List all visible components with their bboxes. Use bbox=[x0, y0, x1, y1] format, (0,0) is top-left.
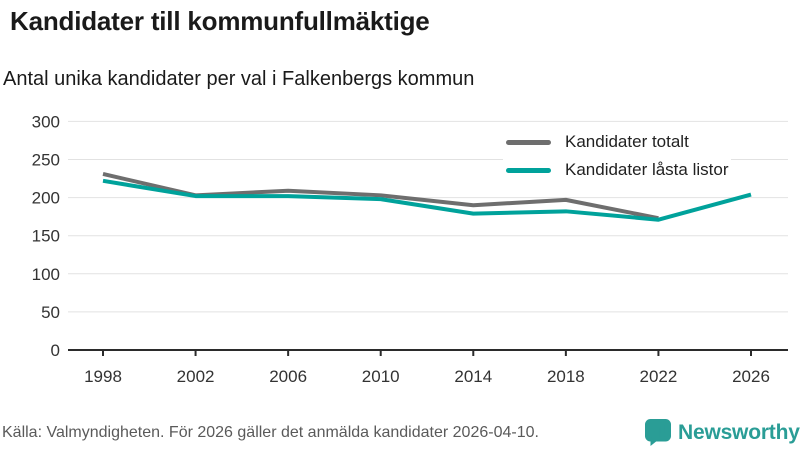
y-tick-label: 0 bbox=[51, 341, 60, 360]
y-tick-label: 150 bbox=[32, 227, 60, 246]
x-tick-label: 2010 bbox=[362, 367, 400, 386]
chart-subtitle: Antal unika kandidater per val i Falkenb… bbox=[3, 68, 475, 90]
y-tick-label: 300 bbox=[32, 112, 60, 131]
x-tick-label: 2026 bbox=[732, 367, 770, 386]
y-tick-label: 200 bbox=[32, 189, 60, 208]
legend-item-totalt: Kandidater totalt bbox=[506, 128, 728, 156]
newsworthy-wordmark: Newsworthy bbox=[678, 420, 800, 444]
legend-label-totalt: Kandidater totalt bbox=[565, 132, 689, 151]
x-tick-label: 2014 bbox=[454, 367, 492, 386]
y-tick-label: 50 bbox=[41, 303, 60, 322]
chart-title: Kandidater till kommunfullmäktige bbox=[10, 6, 430, 36]
x-tick-label: 2002 bbox=[177, 367, 215, 386]
x-tick-label: 2018 bbox=[547, 367, 585, 386]
bar-chart-speech-bubble-icon bbox=[645, 419, 671, 446]
legend-swatch-lasta-listor bbox=[506, 167, 551, 173]
newsworthy-logo: Newsworthy bbox=[644, 418, 800, 447]
series-line-1 bbox=[102, 178, 752, 222]
source-note: Källa: Valmyndigheten. För 2026 gäller d… bbox=[2, 424, 539, 441]
chart-legend: Kandidater totalt Kandidater låsta listo… bbox=[503, 127, 732, 185]
x-tick-label: 2022 bbox=[640, 367, 678, 386]
legend-swatch-totalt bbox=[506, 139, 551, 145]
legend-label-lasta-listor: Kandidater låsta listor bbox=[565, 160, 729, 179]
y-tick-label: 100 bbox=[32, 265, 60, 284]
legend-item-lasta-listor: Kandidater låsta listor bbox=[506, 156, 728, 184]
line-chart: 0 50 100 150 200 250 300 1998 2002 2006 2010 2014 20… bbox=[32, 112, 788, 386]
y-tick-label: 250 bbox=[32, 151, 60, 170]
x-tick-label: 1998 bbox=[84, 367, 122, 386]
x-tick-label: 2006 bbox=[269, 367, 307, 386]
